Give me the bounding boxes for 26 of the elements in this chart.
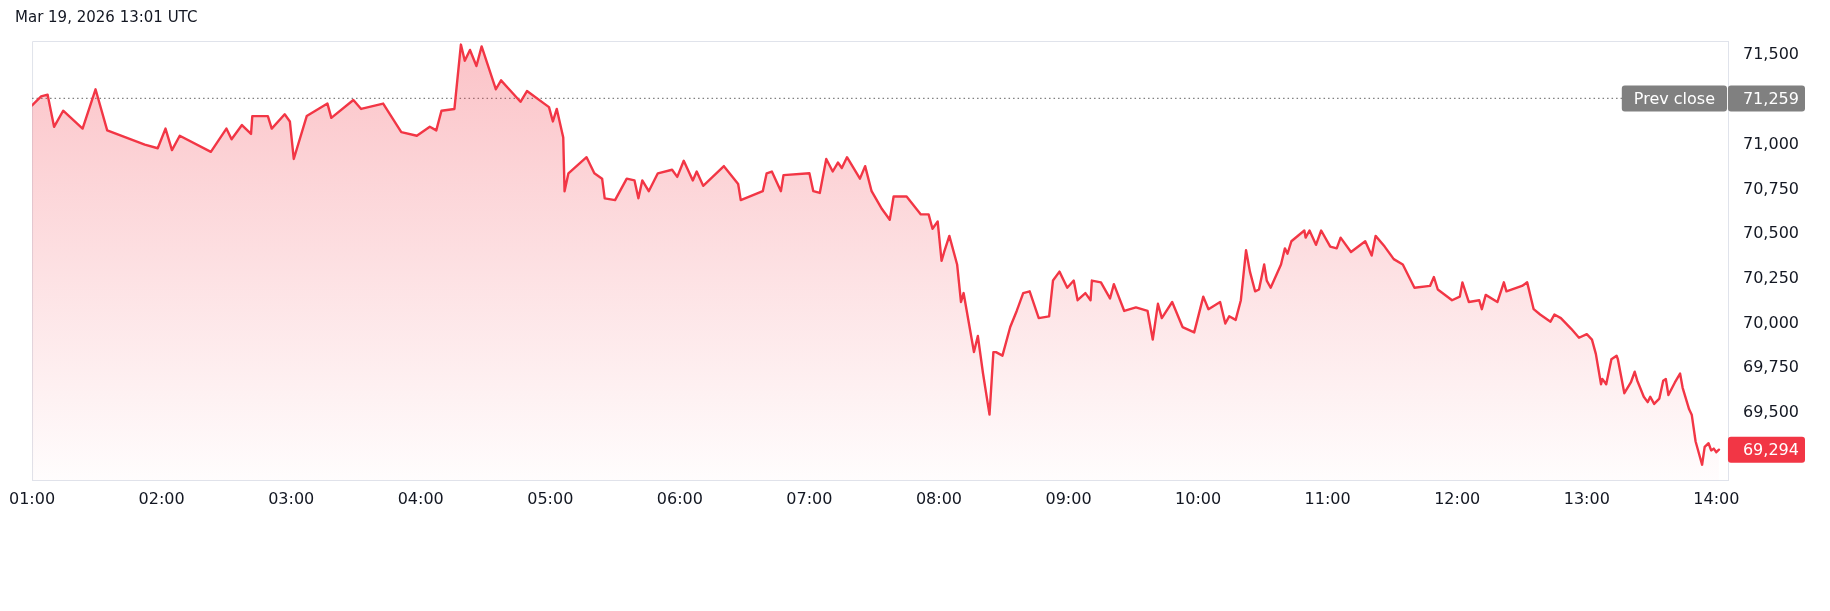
x-tick-label: 11:00	[1304, 488, 1351, 508]
y-tick-label: 71,500	[1743, 44, 1799, 64]
x-tick-label: 07:00	[786, 488, 833, 508]
y-tick-label: 70,250	[1743, 267, 1799, 287]
y-tick-label: 70,500	[1743, 223, 1799, 243]
y-tick-label: 71,000	[1743, 133, 1799, 153]
x-tick-label: 04:00	[397, 488, 444, 508]
x-tick-label: 06:00	[656, 488, 703, 508]
x-tick-label: 05:00	[527, 488, 574, 508]
x-tick-label: 14:00	[1693, 488, 1740, 508]
x-tick-label: 10:00	[1175, 488, 1222, 508]
text: Mar 19, 2026 13:01 UTC	[15, 8, 198, 26]
ref-line-label: Prev close	[1633, 88, 1715, 108]
annotation: 71,259	[1742, 88, 1799, 108]
x-tick-label: 02:00	[138, 488, 185, 508]
y-tick-label: 70,000	[1743, 312, 1799, 332]
x-tick-label: 12:00	[1434, 488, 1481, 508]
x-tick-label: 09:00	[1045, 488, 1092, 508]
x-tick-label: 01:00	[9, 488, 56, 508]
x-tick-label: 08:00	[915, 488, 963, 508]
x-tick-label: 13:00	[1563, 488, 1610, 508]
annotation: 69,294	[1742, 439, 1799, 459]
y-tick-label: 70,750	[1743, 178, 1799, 198]
x-tick-label: 03:00	[268, 488, 315, 508]
y-tick-label: 69,750	[1743, 357, 1799, 377]
y-tick-label: 69,500	[1743, 402, 1799, 422]
